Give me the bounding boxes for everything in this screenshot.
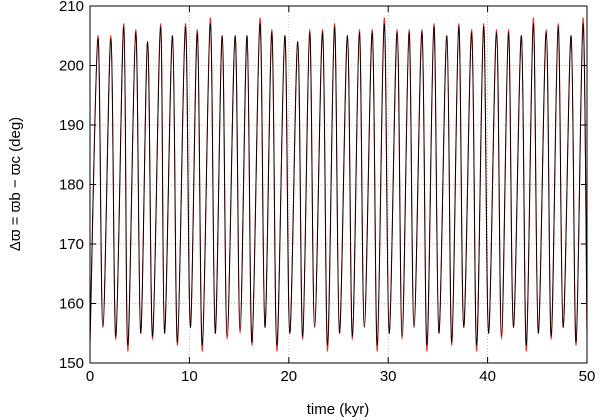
y-tick-label: 200 [59,58,84,75]
x-tick-label: 50 [579,368,596,385]
series-black-line [89,23,588,346]
y-tick-label: 170 [59,236,84,253]
axis-ticks: 0 10 20 30 40 50 150 160 170 180 190 200 210 [59,0,595,385]
y-axis-label: Δϖ = ϖb − ϖc (deg) [7,117,24,251]
y-tick-label: 180 [59,177,84,194]
y-tick-label: 150 [59,355,84,372]
plot-series [89,17,588,352]
x-tick-label: 0 [86,368,94,385]
x-tick-label: 30 [380,368,397,385]
x-tick-label: 40 [479,368,496,385]
y-tick-label: 210 [59,0,84,15]
y-tick-label: 160 [59,296,84,313]
y-tick-label: 190 [59,117,84,134]
x-tick-label: 20 [280,368,297,385]
y-axis-label-group: Δϖ = ϖb − ϖc (deg) [7,117,24,251]
x-axis-label: time (kyr) [307,401,370,418]
x-tick-label: 10 [181,368,198,385]
